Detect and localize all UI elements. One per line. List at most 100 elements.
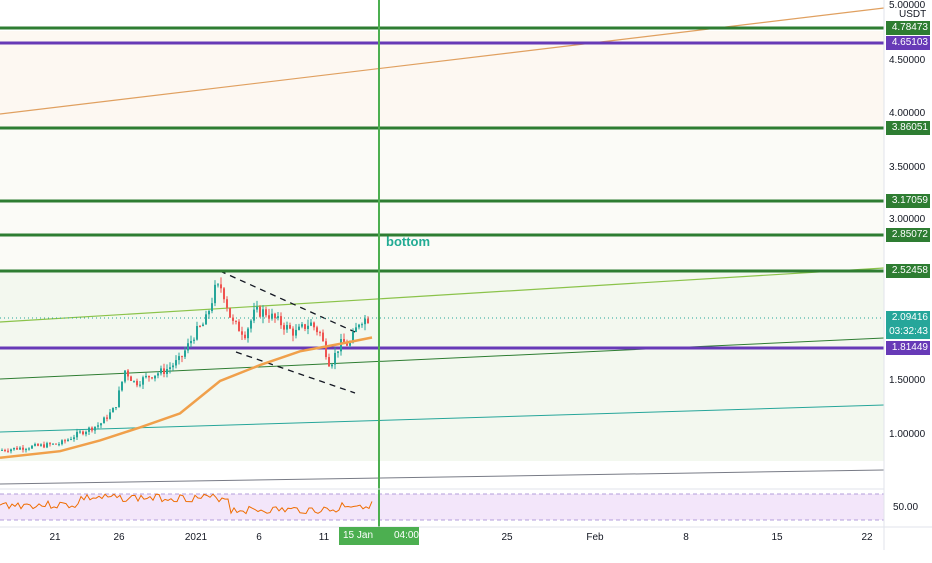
candle-body [115,407,117,409]
candle-body [241,331,243,335]
candle-body [358,324,360,328]
candle-body [109,412,111,419]
candle-body [289,325,291,329]
candle-body [316,327,318,333]
candle-body [235,320,237,322]
candle-body [103,417,105,424]
candle-body [22,447,24,450]
candle-body [244,334,246,339]
candle-body [37,443,39,446]
trend-line-olive [0,267,885,323]
rsi-line [0,493,373,515]
candle-body [274,313,276,319]
candle-body [292,328,294,336]
candle-body [13,447,15,450]
candle-body [286,325,288,330]
candle-body [271,313,273,319]
level-price-label: 1.81449 [886,341,930,355]
candle-body [208,311,210,315]
price-chart[interactable] [0,0,932,550]
candle-body [259,306,261,317]
candle-body [142,377,144,385]
trend-line-green [0,337,885,380]
time-tick: 21 [49,532,61,543]
candle-body [253,309,255,321]
candle-body [7,450,9,452]
candle-body [124,370,126,382]
bottom-annotation[interactable]: bottom [386,234,431,249]
candle-body [328,357,330,367]
trend-line-grey [0,469,885,485]
candle-body [16,447,18,450]
candle-body [184,350,186,357]
candle-body [343,339,345,344]
price-tick: 5.00000 [889,0,926,11]
candle-body [232,317,234,321]
candle-body [280,316,282,326]
candle-body [148,375,150,378]
candle-body [52,443,54,445]
candle-body [355,327,357,333]
wedge-upper [219,270,356,333]
countdown-label: 03:32:43 [886,325,930,339]
candle-body [79,431,81,433]
candle-body [214,284,216,304]
candle-body [10,449,12,452]
zone-band [0,31,884,129]
candle-body [1,449,3,451]
candle-body [19,447,21,450]
candle-body [190,340,192,344]
candle-body [256,306,258,310]
candle-body [64,440,66,442]
currency-label: USDT [899,9,927,20]
candle-body [91,427,93,431]
candle-body [82,431,84,435]
candle-body [28,448,30,450]
candle-body [319,332,321,334]
candle-body [268,315,270,319]
candle-body [151,377,153,379]
current-price-label: 2.09416 [886,311,930,325]
candle-body [97,425,99,427]
price-tick: 1.00000 [889,429,926,440]
candle-body [295,329,297,336]
level-price-label: 2.52458 [886,264,930,278]
rsi-band [0,494,884,520]
level-price-label: 2.85072 [886,228,930,242]
level-price-label: 4.78473 [886,21,930,35]
candle-body [334,352,336,365]
candle-body [175,360,177,366]
time-tick: 15 [771,532,783,543]
candle-body [145,375,147,378]
candle-body [172,365,174,368]
candle-body [43,444,45,448]
wedge-lower [235,351,356,394]
candle-body [136,380,138,386]
zone-band [0,271,884,461]
time-tick: 22 [861,532,873,543]
candle-body [307,325,309,329]
candle-body [178,356,180,361]
candle-body [367,318,369,324]
candle-body [301,324,303,327]
candle-body [73,437,75,440]
time-tick: 25 [501,532,513,543]
candle-body [127,370,129,377]
candle-body [337,351,339,353]
candle-body [70,439,72,441]
candle-body [364,318,366,325]
time-tick: 26 [113,532,125,543]
candle-body [94,426,96,431]
cursor-time-label: 15 Jan '21 04:00 [339,527,419,559]
candle-body [223,288,225,300]
level-price-label: 3.17059 [886,194,930,208]
candle-body [349,342,351,346]
candle-body [211,303,213,312]
candle-body [46,443,48,448]
candle-body [25,449,27,451]
candle-body [187,343,189,351]
candle-body [61,440,63,445]
candle-body [325,341,327,358]
candle-body [40,444,42,446]
candle-body [202,324,204,327]
